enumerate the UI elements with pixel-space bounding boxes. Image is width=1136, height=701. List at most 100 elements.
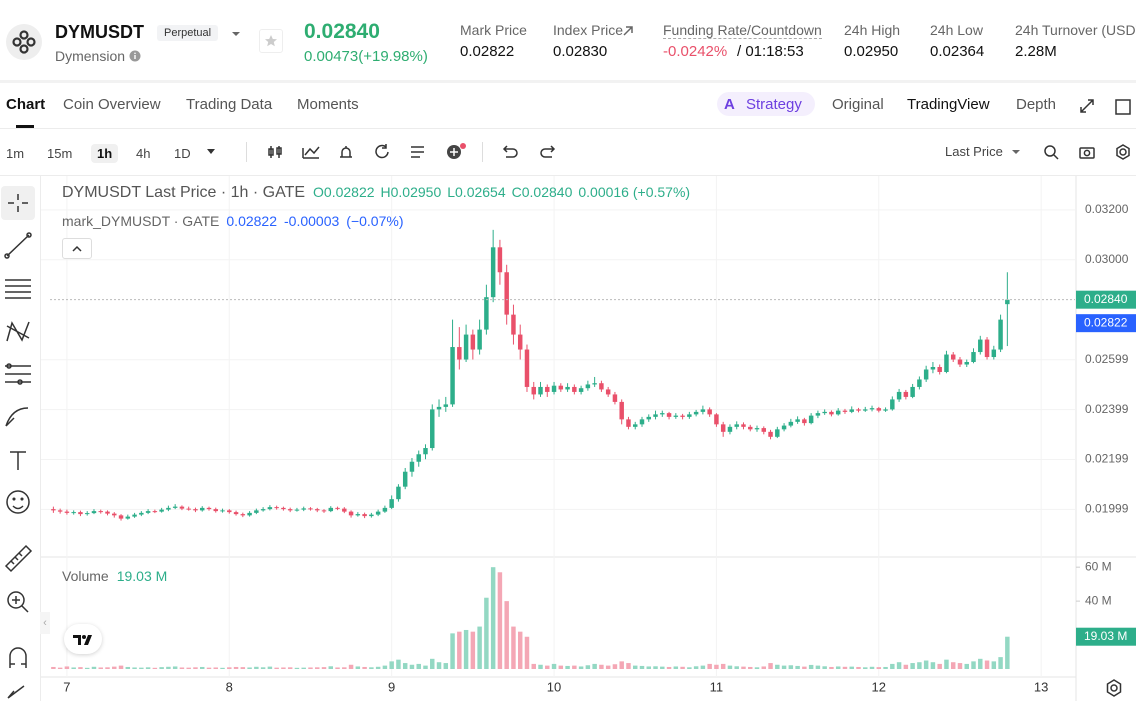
tab[interactable]: Moments	[297, 96, 359, 113]
ohlc-change: 0.00016 (+0.57%)	[578, 184, 691, 200]
star-icon	[265, 35, 277, 47]
volume-bar	[592, 663, 597, 669]
volume-bar	[166, 666, 171, 669]
volume-bar	[781, 665, 787, 669]
volume-bar	[734, 666, 739, 669]
volume-bar	[531, 663, 536, 669]
candle-body	[443, 404, 449, 407]
volume-bar	[795, 665, 800, 669]
settings-icon[interactable]	[1104, 678, 1124, 698]
volume-bar	[301, 667, 306, 669]
tab[interactable]: Trading Data	[186, 96, 273, 113]
candle-body	[240, 514, 246, 516]
volume-bar	[281, 667, 286, 669]
volume-bar	[524, 636, 530, 669]
volume-bar	[490, 567, 496, 669]
candle-body	[1005, 299, 1010, 305]
external-icon[interactable]	[622, 25, 634, 37]
candle-body	[950, 354, 956, 360]
last-price: 0.02840	[304, 20, 380, 43]
fullscreen-icon[interactable]	[1114, 98, 1132, 116]
symbol-caret[interactable]	[230, 29, 242, 39]
volume-bar	[396, 659, 401, 669]
candle-body	[896, 391, 902, 400]
interval[interactable]: 15m	[47, 146, 73, 161]
volume-bar	[206, 667, 212, 669]
interval[interactable]: 1D	[174, 146, 191, 161]
volume-bar	[605, 665, 611, 669]
chart-legend: DYMUSDT Last Price · 1h · GATE O0.02822 …	[62, 184, 690, 202]
view-tab[interactable]: Strategy	[746, 96, 802, 113]
stat-value: 0.02950	[844, 43, 899, 60]
crosshair-active[interactable]	[1, 186, 35, 220]
candle-body	[605, 389, 611, 395]
volume-bar	[450, 633, 455, 669]
candle-body	[172, 506, 178, 508]
tab[interactable]: Coin Overview	[63, 96, 161, 113]
view-tab[interactable]: Depth	[1016, 96, 1057, 113]
volume-bar	[964, 663, 969, 669]
candle-body	[267, 507, 273, 510]
toolbar-divider	[0, 175, 1136, 176]
logo-icon	[12, 30, 36, 54]
price-source-caret[interactable]	[1011, 148, 1021, 156]
expand-icon[interactable]	[1079, 98, 1095, 114]
toolbar-right-icons[interactable]	[1042, 143, 1136, 161]
chevron-up	[72, 245, 82, 252]
x-tick-label: 11	[710, 679, 724, 694]
interval[interactable]: 4h	[136, 146, 151, 161]
candle-body	[118, 515, 124, 519]
interval[interactable]: 1m	[6, 146, 25, 161]
collapse-tools[interactable]: ‹	[40, 612, 50, 634]
symbol[interactable]: DYMUSDT	[55, 22, 144, 42]
candle-body	[281, 507, 286, 510]
volume-bar	[132, 667, 137, 669]
candle-body	[957, 359, 963, 365]
tv-logo[interactable]	[64, 624, 102, 654]
candle-body	[64, 511, 70, 513]
tab-active[interactable]: Chart	[6, 96, 46, 113]
candle-body	[863, 409, 868, 411]
candle-body	[802, 419, 807, 424]
legend-collapse[interactable]	[62, 238, 92, 259]
candle-body	[112, 513, 117, 516]
volume-bar	[477, 626, 482, 669]
candle-body	[653, 414, 658, 417]
volume-bar	[687, 667, 692, 669]
volume-bar	[971, 661, 976, 669]
candle-body	[984, 339, 990, 358]
info-icon[interactable]	[129, 50, 141, 62]
view-tab-active[interactable]: TradingView	[907, 96, 990, 113]
volume-bar	[254, 666, 259, 669]
drawing-tools[interactable]	[0, 186, 40, 701]
candle-body	[301, 508, 306, 510]
volume-bar	[159, 667, 164, 669]
undo-redo[interactable]	[500, 143, 560, 161]
interval-caret[interactable]	[205, 147, 217, 157]
price-source[interactable]: Last Price	[945, 144, 1003, 159]
view-tab[interactable]: Original	[832, 96, 884, 113]
favorite-button[interactable]	[259, 29, 283, 53]
candle-body	[998, 319, 1003, 350]
candle-body	[748, 426, 753, 430]
candle-body	[910, 386, 915, 397]
chart-tools[interactable]	[266, 143, 466, 161]
y-tick-label: 0.02399	[1085, 402, 1129, 416]
volume-bar	[213, 667, 218, 669]
candle-body	[511, 314, 516, 335]
volume-bar	[748, 666, 753, 669]
volume-bar	[714, 664, 719, 669]
volume-bar	[348, 664, 354, 669]
candle-body	[923, 369, 929, 380]
candle-body	[308, 508, 313, 510]
volume-bar	[991, 661, 997, 669]
candle-body	[145, 511, 151, 513]
y-tick-label: 0.02599	[1085, 352, 1129, 366]
volume-bar	[998, 657, 1003, 669]
candle-body	[159, 509, 164, 512]
stat-value: 0.02364	[930, 43, 985, 60]
interval-active[interactable]: 1h	[91, 144, 119, 163]
candle-body	[247, 512, 252, 516]
strategy-pill[interactable]	[717, 92, 815, 116]
volume-bar	[497, 572, 503, 669]
